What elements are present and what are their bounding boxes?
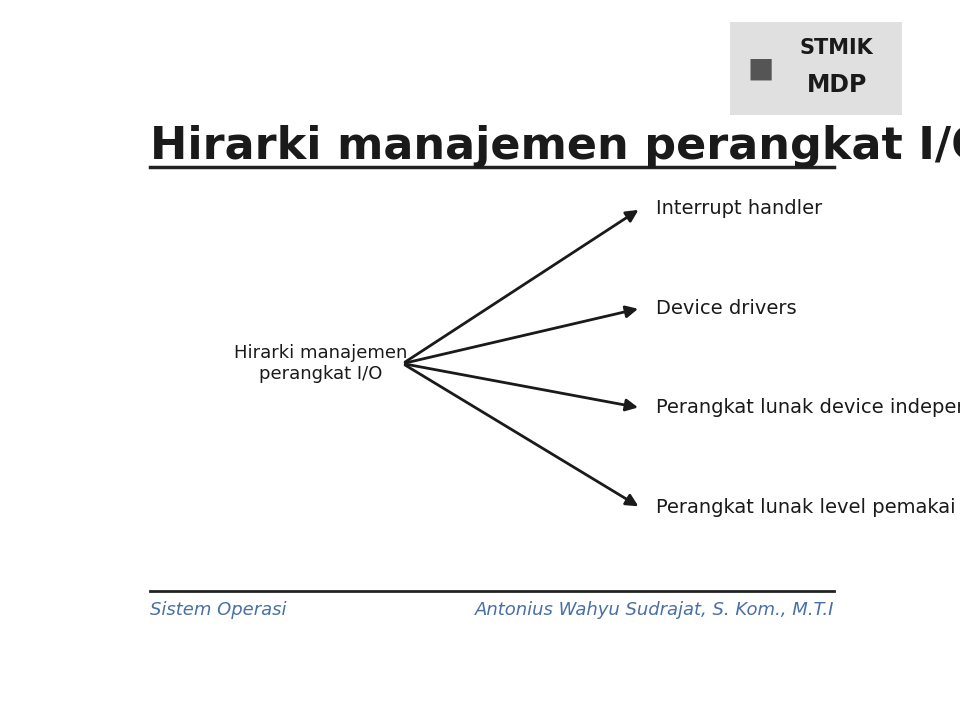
FancyBboxPatch shape	[726, 19, 906, 117]
Text: Antonius Wahyu Sudrajat, S. Kom., M.T.I: Antonius Wahyu Sudrajat, S. Kom., M.T.I	[475, 601, 834, 619]
Text: ■: ■	[748, 55, 774, 82]
Text: Interrupt handler: Interrupt handler	[656, 199, 822, 218]
Text: MDP: MDP	[806, 73, 867, 97]
Text: Perangkat lunak level pemakai: Perangkat lunak level pemakai	[656, 498, 955, 517]
Text: STMIK: STMIK	[800, 38, 874, 58]
Text: Hirarki manajemen perangkat I/O: Hirarki manajemen perangkat I/O	[150, 125, 960, 168]
Text: Device drivers: Device drivers	[656, 299, 796, 318]
Text: Sistem Operasi: Sistem Operasi	[150, 601, 286, 619]
Text: Hirarki manajemen
perangkat I/O: Hirarki manajemen perangkat I/O	[234, 344, 408, 383]
Text: Perangkat lunak device independent: Perangkat lunak device independent	[656, 398, 960, 418]
